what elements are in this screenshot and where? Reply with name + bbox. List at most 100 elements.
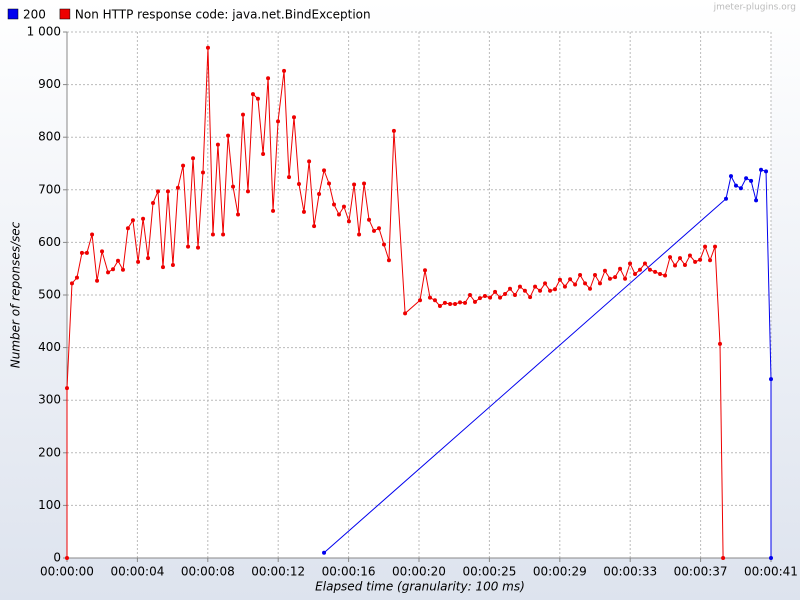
data-point [517, 284, 522, 289]
data-point [508, 286, 513, 291]
data-point [448, 301, 453, 306]
data-point [618, 266, 623, 271]
data-point [322, 168, 327, 173]
x-tick-label: 00:00:08 [181, 565, 235, 579]
data-point [357, 232, 362, 237]
data-point [291, 115, 296, 120]
data-point [488, 295, 493, 300]
data-point [386, 258, 391, 263]
data-point [437, 304, 442, 309]
x-tick-label: 00:00:20 [392, 565, 446, 579]
data-point [642, 261, 647, 266]
y-tick-label: 600 [38, 235, 61, 249]
data-point [703, 244, 708, 249]
data-point [245, 189, 250, 194]
data-point [522, 288, 527, 293]
data-point [74, 275, 79, 280]
data-point [90, 232, 95, 237]
data-point [336, 212, 341, 217]
data-point [718, 341, 723, 346]
data-point [583, 281, 588, 286]
x-tick-label: 00:00:41 [744, 565, 798, 579]
data-point [557, 277, 562, 282]
data-point [708, 258, 713, 263]
legend-label: 200 [23, 8, 46, 22]
data-point [721, 556, 726, 560]
data-point [578, 273, 583, 278]
data-point [432, 298, 437, 303]
data-point [548, 288, 553, 293]
y-tick-label: 500 [38, 288, 61, 302]
data-point [668, 255, 673, 260]
data-point [196, 245, 201, 250]
data-point [628, 261, 633, 266]
legend-swatch [7, 8, 19, 20]
x-tick-label: 00:00:33 [603, 565, 657, 579]
data-point [744, 176, 749, 181]
data-point [362, 181, 367, 186]
data-point [186, 244, 191, 249]
data-point [100, 249, 105, 254]
x-tick-label: 00:00:29 [533, 565, 587, 579]
data-point [682, 263, 687, 268]
data-point [533, 284, 538, 289]
data-point [276, 119, 281, 124]
data-point [341, 204, 346, 209]
data-point [588, 286, 593, 291]
series-line [66, 47, 724, 559]
data-point [623, 276, 628, 281]
data-point [442, 300, 447, 305]
data-point [463, 300, 468, 305]
data-point [423, 268, 428, 273]
data-point [282, 68, 287, 73]
data-point [698, 257, 703, 262]
data-point [95, 278, 100, 283]
data-point [106, 270, 111, 275]
data-point [593, 273, 597, 278]
x-axis-label: Elapsed time (granularity: 100 ms) [315, 580, 525, 594]
data-point [467, 293, 472, 297]
data-point [266, 76, 271, 81]
data-point [613, 275, 618, 280]
data-point [381, 242, 386, 247]
legend-swatch [59, 8, 71, 20]
data-point [307, 159, 312, 164]
data-point [677, 256, 682, 261]
data-point [296, 182, 301, 187]
data-point [512, 293, 517, 297]
data-point [658, 271, 663, 276]
data-point [769, 377, 773, 382]
data-point [79, 250, 84, 255]
data-point [477, 296, 482, 301]
y-tick-label: 0 [53, 551, 61, 565]
data-point [738, 186, 743, 191]
data-point [125, 226, 130, 231]
data-point [165, 189, 170, 194]
series-line [323, 169, 772, 558]
x-tick-label: 00:00:16 [322, 565, 376, 579]
data-point [111, 267, 116, 272]
data-point [552, 287, 557, 292]
data-point [453, 301, 458, 306]
data-point [543, 281, 548, 286]
data-point [493, 289, 498, 294]
data-point [160, 265, 165, 270]
data-point [261, 152, 266, 157]
data-point [327, 181, 332, 186]
x-tick-label: 00:00:12 [251, 565, 305, 579]
data-point [503, 291, 508, 296]
data-point [241, 112, 245, 117]
y-tick-label: 700 [38, 182, 61, 196]
y-tick-label: 100 [38, 498, 61, 512]
data-point [301, 209, 306, 214]
y-axis-label: Number of reponses/sec [9, 221, 23, 368]
data-point [191, 156, 196, 161]
data-point [769, 556, 773, 560]
y-tick-label: 1 000 [27, 25, 61, 39]
data-point [271, 208, 276, 213]
data-point [458, 300, 463, 305]
data-point [568, 277, 573, 282]
data-point [637, 267, 642, 272]
data-point [472, 299, 477, 304]
